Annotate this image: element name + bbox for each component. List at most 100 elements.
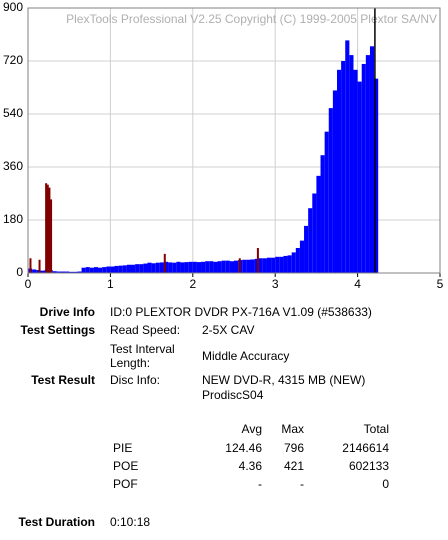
bar <box>135 264 140 273</box>
x-tick-label: 1 <box>107 277 114 291</box>
cell: - <box>300 477 304 491</box>
row-label: PIE <box>113 441 132 455</box>
bar <box>361 63 366 273</box>
x-tick-label: 5 <box>437 277 444 291</box>
bar <box>320 155 325 273</box>
y-tick-label: 360 <box>3 159 23 173</box>
bar <box>139 264 144 273</box>
bar <box>180 262 185 273</box>
bar <box>184 262 189 273</box>
bar <box>205 261 210 273</box>
y-tick-label: 0 <box>16 265 23 279</box>
bar <box>32 269 37 273</box>
x-tick-label: 2 <box>189 277 196 291</box>
bar <box>213 261 218 273</box>
bar <box>279 256 284 273</box>
cell: 2146614 <box>342 441 389 455</box>
bar <box>256 247 259 273</box>
bar <box>295 247 300 273</box>
bar <box>250 259 255 273</box>
bar <box>69 271 74 273</box>
bar <box>110 266 115 273</box>
bar <box>254 258 259 273</box>
bar <box>36 270 41 273</box>
bar <box>287 255 292 273</box>
y-tick-label: 720 <box>3 53 23 67</box>
bar <box>98 267 103 273</box>
bar <box>353 69 358 273</box>
bar <box>246 259 251 273</box>
bar <box>172 262 177 273</box>
bar <box>93 267 99 273</box>
column-header: Max <box>281 422 304 436</box>
bar <box>299 240 305 273</box>
bar <box>221 260 226 273</box>
value: NEW DVD-R, 4315 MB (NEW) <box>202 373 365 387</box>
row-label: POE <box>113 459 138 473</box>
bar <box>332 90 337 273</box>
bar <box>168 262 173 273</box>
value: ID:0 PLEXTOR DVDR PX-716A V1.09 (#538633… <box>110 305 372 319</box>
bar <box>114 265 119 273</box>
y-tick-label: 540 <box>3 106 23 120</box>
bar <box>308 208 313 273</box>
bar <box>48 187 51 273</box>
bar <box>349 55 354 273</box>
bar <box>217 261 222 273</box>
x-tick-label: 4 <box>354 277 361 291</box>
bar <box>196 262 202 273</box>
bar <box>357 81 362 273</box>
bar <box>304 225 309 273</box>
cell: 796 <box>284 441 304 455</box>
plot-frame <box>27 7 441 274</box>
bar <box>89 267 94 273</box>
bar <box>46 184 49 273</box>
column-header: Avg <box>242 422 262 436</box>
y-tick-label: 180 <box>3 212 23 226</box>
bar <box>266 257 272 273</box>
bar <box>65 271 70 273</box>
plot: 0 180 360 540 720 900 0 1 2 3 4 5 PlexTools Professi… <box>3 0 444 291</box>
x-tick-label: 0 <box>25 277 32 291</box>
bar <box>291 252 296 273</box>
cell: 124.46 <box>225 441 262 455</box>
bar <box>131 264 136 273</box>
bar <box>275 256 280 273</box>
bar <box>225 260 230 273</box>
label: Test Settings <box>21 323 96 337</box>
bar <box>81 267 86 273</box>
bar <box>345 40 350 274</box>
label: Disc Info: <box>110 373 160 387</box>
label: Length: <box>110 356 150 370</box>
bar <box>271 257 276 273</box>
bar <box>328 108 333 273</box>
bar <box>163 253 166 273</box>
cell: - <box>258 477 262 491</box>
bar <box>258 258 263 273</box>
bar <box>40 270 45 273</box>
bar <box>369 46 375 274</box>
cell: 4.36 <box>239 459 263 473</box>
bar <box>147 262 152 273</box>
bar <box>316 175 321 273</box>
bar <box>106 266 111 273</box>
bar <box>56 271 61 273</box>
x-tick-label: 3 <box>272 277 279 291</box>
value: ProdiscS04 <box>202 388 264 402</box>
bar <box>374 78 379 274</box>
bar <box>143 263 148 273</box>
bar <box>242 259 247 273</box>
bar <box>151 263 156 273</box>
bar <box>126 264 131 273</box>
bar <box>45 183 48 273</box>
cell: 602133 <box>349 459 389 473</box>
bar <box>209 261 214 273</box>
bar <box>312 193 317 273</box>
bar <box>176 261 181 273</box>
label: Test Result <box>31 373 95 387</box>
bar <box>50 199 53 273</box>
bar <box>324 131 329 273</box>
bar <box>118 265 123 273</box>
bar <box>159 262 164 273</box>
bar <box>38 259 41 273</box>
